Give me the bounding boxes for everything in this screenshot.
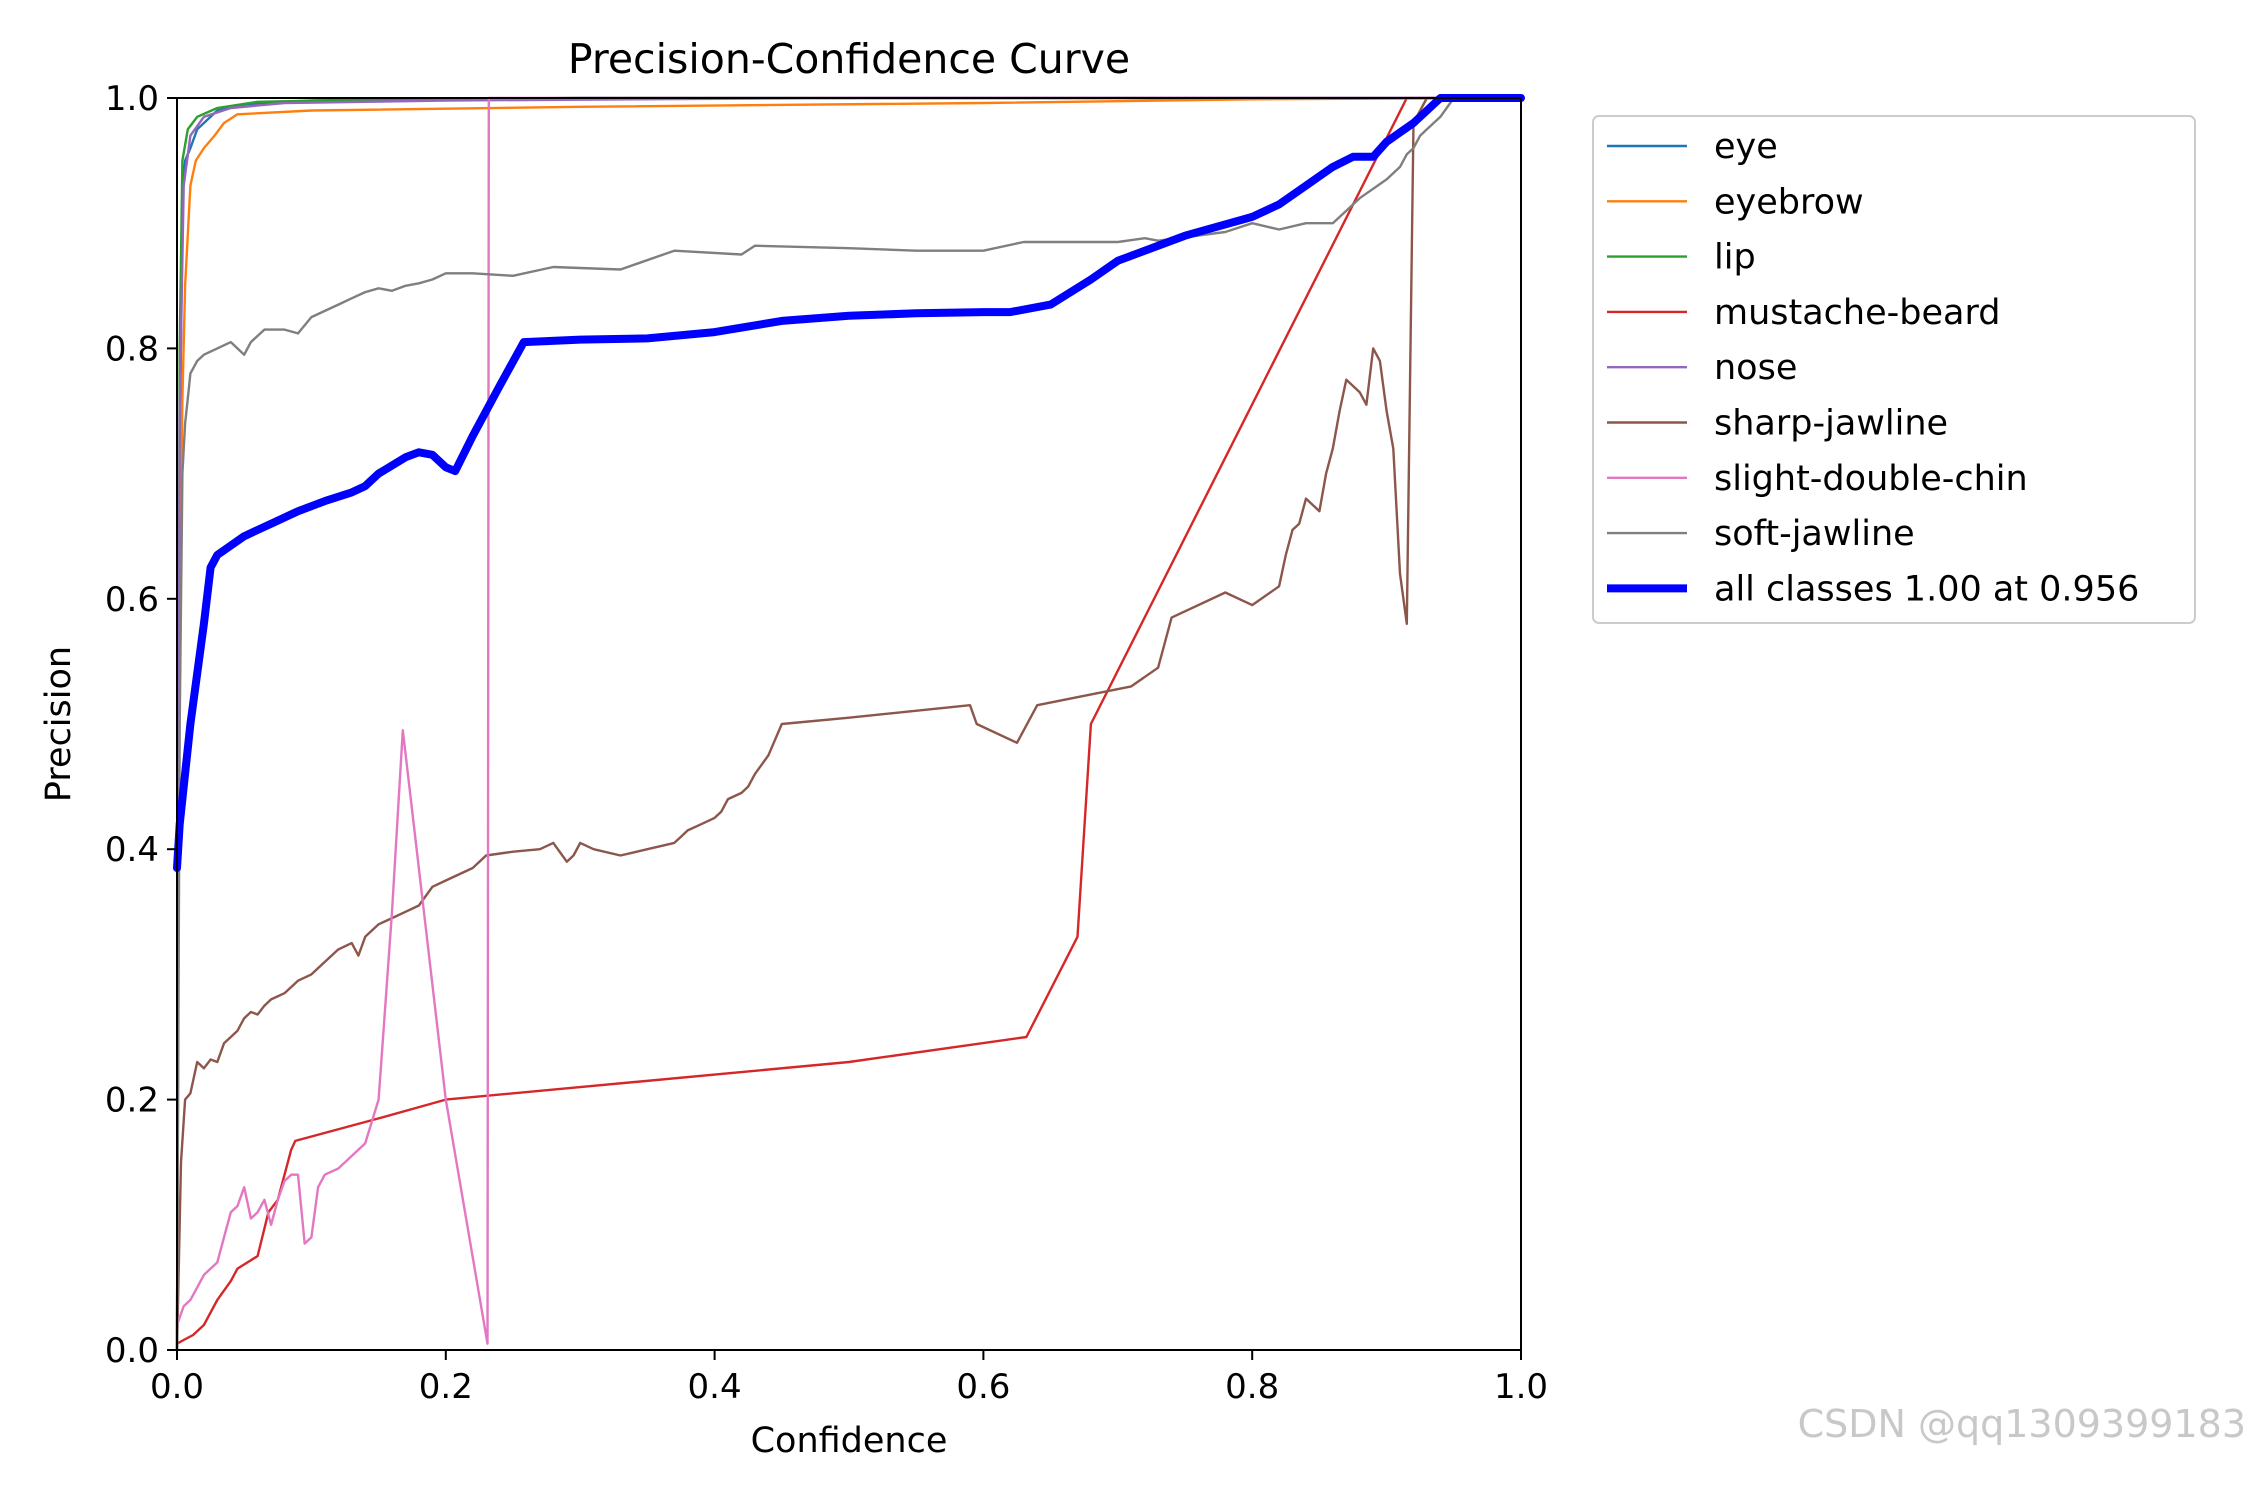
- legend-label-0: eye: [1714, 127, 1778, 167]
- x-tick-label: 0.6: [956, 1367, 1010, 1407]
- series-line-3: [175, 96, 1523, 1345]
- y-axis-ticks: 0.0 0.2 0.4 0.6 0.8 1.0: [105, 79, 177, 1371]
- legend: eye eyebrow lip mustache-beard nose sharp-jaw…: [1592, 115, 2196, 624]
- series-line-4: [175, 96, 1523, 1352]
- series-line-1: [175, 96, 1523, 1352]
- y-tick-label: 0.0: [105, 1331, 159, 1371]
- legend-label-3: mustache-beard: [1714, 293, 2000, 333]
- watermark-text: CSDN @qq1309399183: [1798, 1402, 2246, 1446]
- x-tick-label: 0.0: [150, 1367, 204, 1407]
- x-tick-label: 0.8: [1225, 1367, 1279, 1407]
- legend-label-5: sharp-jawline: [1714, 404, 1948, 444]
- y-tick-label: 0.8: [105, 329, 159, 369]
- legend-label-2: lip: [1714, 238, 1756, 278]
- legend-label-1: eyebrow: [1714, 182, 1864, 222]
- x-tick-label: 1.0: [1494, 1367, 1548, 1407]
- legend-label-7: soft-jawline: [1714, 514, 1915, 554]
- series-line-5: [175, 96, 1523, 1352]
- y-tick-label: 1.0: [105, 79, 159, 119]
- x-tick-label: 0.2: [419, 1367, 473, 1407]
- series-line-7: [175, 96, 1523, 1352]
- series-line-6: [175, 96, 1523, 1345]
- y-tick-label: 0.6: [105, 580, 159, 620]
- y-tick-label: 0.4: [105, 830, 159, 870]
- plot-lines: [173, 94, 1525, 1352]
- x-tick-label: 0.4: [688, 1367, 742, 1407]
- legend-label-8: all classes 1.00 at 0.956: [1714, 569, 2139, 609]
- chart-title: Precision-Confidence Curve: [568, 35, 1130, 83]
- legend-box: [1592, 115, 2196, 624]
- legend-label-4: nose: [1714, 348, 1797, 388]
- y-axis-label: Precision: [39, 646, 79, 802]
- legend-label-6: slight-double-chin: [1714, 459, 2028, 499]
- x-axis-label: Confidence: [751, 1421, 948, 1461]
- series-line-8: [173, 94, 1525, 872]
- x-axis-ticks: 0.0 0.2 0.4 0.6 0.8 1.0: [150, 1350, 1548, 1407]
- y-tick-label: 0.2: [105, 1081, 159, 1121]
- plot-frame: [176, 97, 1522, 1351]
